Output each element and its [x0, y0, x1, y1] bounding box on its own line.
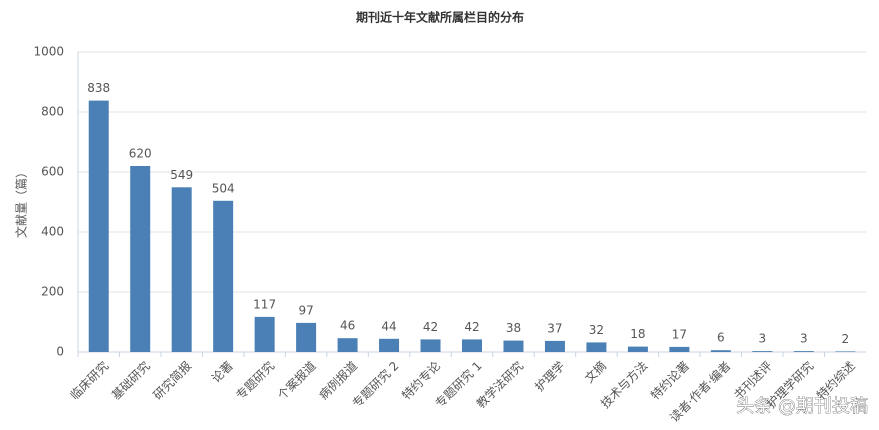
- watermark: 头条 @期刊投稿: [736, 396, 868, 417]
- data-label: 3: [800, 332, 808, 346]
- bar: [586, 342, 607, 352]
- bar: [130, 166, 151, 352]
- x-tick-label: 护理学: [531, 358, 567, 394]
- data-label: 32: [589, 323, 604, 337]
- data-label: 838: [87, 81, 110, 95]
- y-tick-label: 0: [56, 345, 64, 359]
- data-label: 18: [630, 327, 645, 341]
- y-tick-label: 400: [41, 225, 64, 239]
- bar: [379, 338, 400, 352]
- bar: [88, 100, 109, 352]
- x-tick-label: 文摘: [581, 358, 609, 386]
- y-tick-label: 200: [41, 285, 64, 299]
- bar: [835, 351, 856, 352]
- y-tick-label: 1000: [33, 45, 64, 59]
- bar: [296, 322, 317, 352]
- bar: [710, 350, 731, 352]
- x-tick-label: 研究简报: [150, 358, 195, 403]
- bar: [544, 340, 565, 352]
- y-tick-label: 600: [41, 165, 64, 179]
- y-tick-label: 800: [41, 105, 64, 119]
- bar: [752, 351, 773, 352]
- data-label: 17: [672, 327, 687, 341]
- data-label: 504: [212, 181, 235, 195]
- x-tick-label: 论著: [209, 359, 236, 386]
- data-label: 3: [758, 332, 766, 346]
- bar: [669, 346, 690, 352]
- data-label: 38: [506, 321, 521, 335]
- data-label: 117: [253, 297, 276, 311]
- data-label: 46: [340, 319, 355, 333]
- bar: [627, 346, 648, 352]
- bar: [503, 340, 524, 352]
- data-label: 2: [841, 332, 849, 346]
- data-label: 44: [381, 319, 396, 333]
- bar: [420, 339, 441, 352]
- chart-title: 期刊近十年文献所属栏目的分布: [356, 10, 524, 25]
- y-axis-label: 文献量（篇）: [14, 166, 29, 238]
- bar: [171, 187, 192, 352]
- data-label: 42: [464, 320, 479, 334]
- data-label: 37: [547, 321, 562, 335]
- bar: [462, 339, 482, 352]
- bar: [213, 200, 234, 352]
- data-label: 97: [298, 303, 313, 317]
- x-tick-label: 专题研究: [233, 358, 278, 403]
- x-tick-label: 个案报道: [274, 358, 319, 403]
- bar: [337, 338, 358, 352]
- data-label: 620: [129, 147, 152, 161]
- data-label: 549: [170, 168, 193, 182]
- bar: [254, 316, 275, 352]
- bar: [793, 351, 814, 352]
- data-label: 6: [717, 331, 725, 345]
- data-label: 42: [423, 320, 438, 334]
- x-tick-label: 临床研究: [67, 358, 112, 403]
- x-tick-label: 基础研究: [108, 358, 153, 403]
